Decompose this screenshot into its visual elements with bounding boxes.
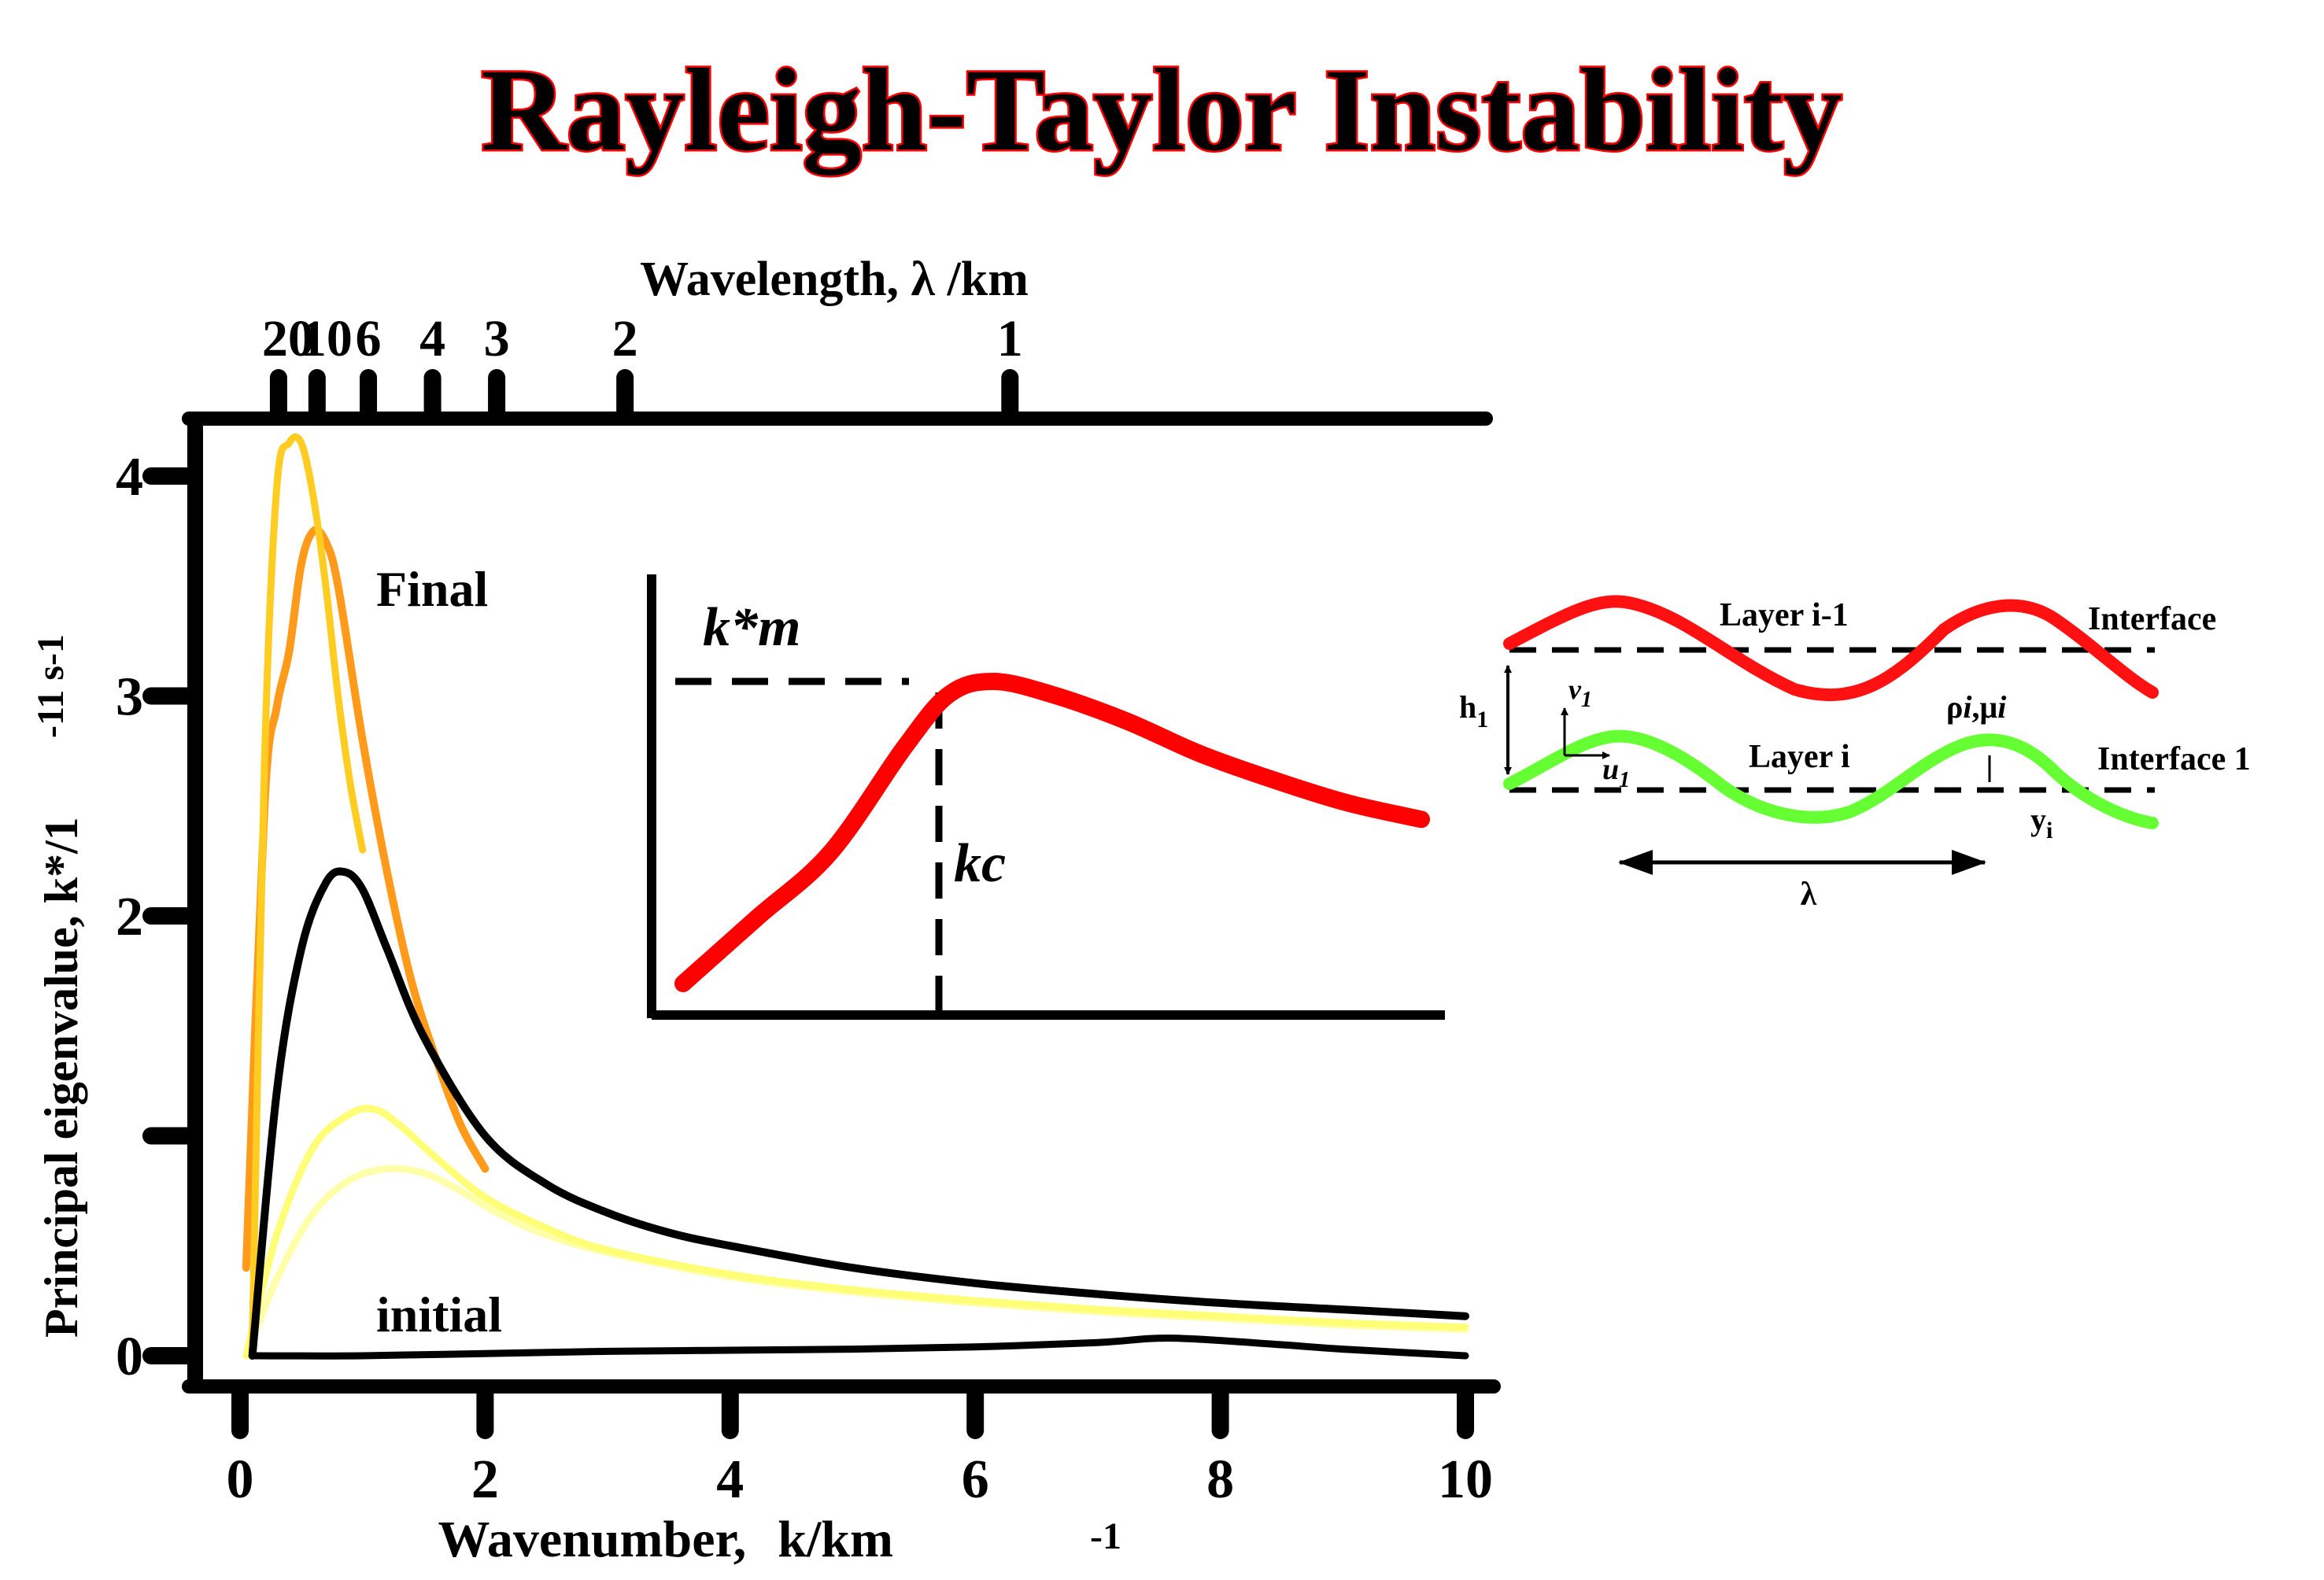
series-line-2 bbox=[248, 867, 1469, 1360]
layer-mid-label: Layer i bbox=[1749, 739, 1850, 775]
top-tick-label: 4 bbox=[419, 310, 445, 367]
series-line-3 bbox=[242, 1105, 1469, 1360]
mu-label: ,μ bbox=[1972, 689, 1998, 725]
h1-label-main: h bbox=[1459, 689, 1476, 725]
x-tick-label: 6 bbox=[962, 1449, 989, 1510]
top-tick-label: 1 bbox=[997, 310, 1023, 367]
x-ticks: 0 2 4 6 8 10 bbox=[227, 1382, 1493, 1510]
x-axis-label-main: Wavenumber, bbox=[438, 1511, 746, 1568]
series-line-0 bbox=[249, 433, 367, 1349]
top-tick-label: 10 bbox=[301, 310, 353, 367]
y-tick-label: 0 bbox=[116, 1327, 143, 1387]
x-axis-label: Wavenumber, k/km bbox=[438, 1511, 893, 1568]
x-tick-label: 4 bbox=[716, 1449, 744, 1510]
series-group bbox=[242, 433, 1469, 1360]
yi-label-sub: i bbox=[2046, 818, 2052, 844]
interface-bottom-label: Interface 1 bbox=[2097, 741, 2251, 777]
top-tick-label: 6 bbox=[356, 310, 382, 367]
y-ticks: 0 2 3 4 bbox=[116, 447, 199, 1387]
x-axis-label-exponent: -1 bbox=[1090, 1515, 1121, 1557]
yi-label: yi bbox=[2030, 802, 2052, 844]
x-tick-label: 2 bbox=[471, 1449, 499, 1510]
layer-top-label: Layer i-1 bbox=[1720, 597, 1849, 633]
yi-label-main: y bbox=[2030, 802, 2046, 837]
top-axis-label: Wavelength, λ /km bbox=[640, 253, 1029, 306]
x-tick-label: 8 bbox=[1206, 1449, 1234, 1510]
inset-series-group bbox=[674, 673, 1430, 992]
interface-top-label: Interface bbox=[2088, 601, 2216, 637]
inset-critical-label: kc bbox=[954, 833, 1006, 894]
series-line-5 bbox=[249, 1335, 1469, 1360]
y-axis-label-group: Principal eigenvalue, k*/1 bbox=[35, 817, 87, 1338]
rho-mu-label: ρi,μi bbox=[1946, 689, 2006, 725]
initial-annotation: initial bbox=[376, 1287, 502, 1342]
page-title: Rayleigh-Taylor Instability bbox=[481, 45, 1842, 175]
y-axis-label: Principal eigenvalue, k*/1 bbox=[35, 817, 87, 1338]
x-tick-label: 0 bbox=[227, 1449, 254, 1510]
inset-peak-label: k*m bbox=[703, 597, 800, 658]
u1-label-main: u bbox=[1602, 753, 1619, 786]
bottom-interface-curve bbox=[1503, 729, 2159, 829]
top-tick-label: 2 bbox=[612, 310, 638, 367]
rho-label: ρ bbox=[1946, 689, 1963, 725]
v1-label-main: v bbox=[1568, 674, 1582, 705]
lambda-label: λ bbox=[1801, 877, 1817, 913]
x-tick-label: 10 bbox=[1438, 1449, 1493, 1510]
u1-label-sub: 1 bbox=[1619, 768, 1630, 792]
x-axis-label-unit: k/km bbox=[778, 1511, 893, 1568]
top-interface-curve bbox=[1503, 595, 2159, 702]
layer-diagram: h1 v1 u1 Layer i-1 Interface Layer i Int… bbox=[1459, 595, 2251, 913]
mu-sub: i bbox=[1997, 689, 2006, 725]
top-tick-label: 3 bbox=[484, 310, 510, 367]
y-tick-label: 4 bbox=[116, 447, 143, 508]
u1-label: u1 bbox=[1602, 753, 1630, 792]
inset-chart: k*m kc bbox=[647, 574, 1445, 1020]
final-annotation: Final bbox=[376, 561, 488, 617]
inset-curve-0 bbox=[674, 673, 1430, 992]
y-tick-label: 3 bbox=[116, 667, 143, 728]
v1-label: v1 bbox=[1568, 674, 1592, 712]
y-axis-label-exponent: -11 s-1 bbox=[30, 634, 72, 738]
h1-label-sub: 1 bbox=[1476, 707, 1488, 733]
rho-sub: i bbox=[1963, 689, 1971, 725]
top-tick-label: 20 bbox=[262, 310, 314, 367]
h1-label: h1 bbox=[1459, 689, 1488, 733]
y-axis-exponent-group: -11 s-1 bbox=[30, 634, 72, 738]
v1-label-sub: 1 bbox=[1581, 688, 1592, 712]
y-tick-label: 2 bbox=[116, 887, 143, 947]
